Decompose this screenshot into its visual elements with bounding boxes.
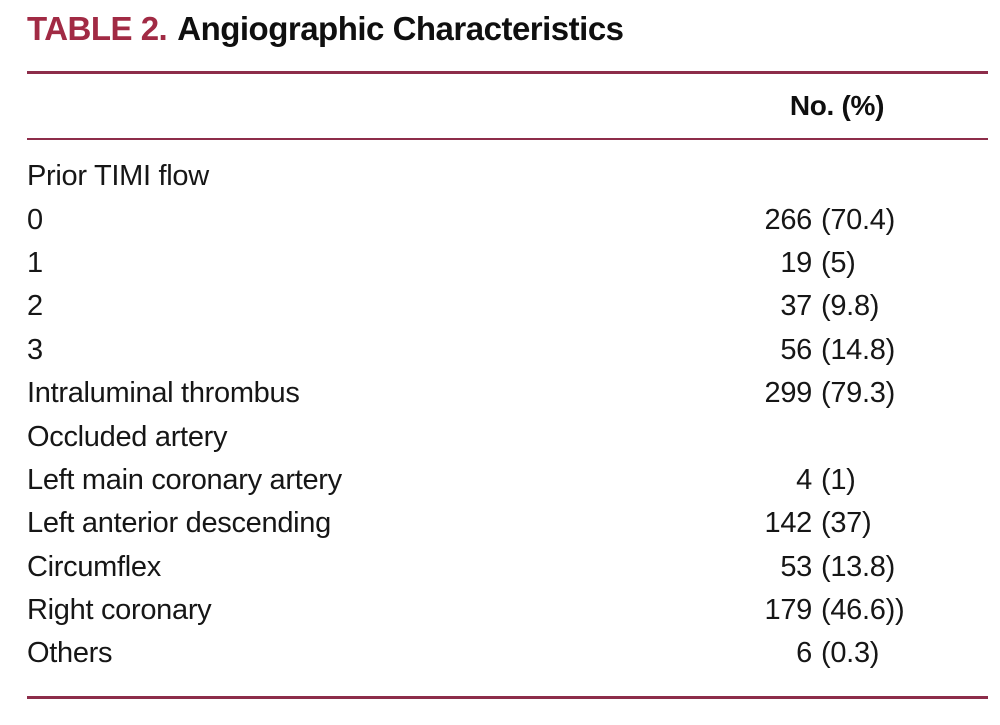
row-percentage: (9.8) <box>821 290 880 323</box>
row-percentage: (5) <box>821 246 856 279</box>
row-count: 19 <box>780 246 812 279</box>
row-count: 179 <box>764 594 813 627</box>
top-rule-divider <box>27 71 988 74</box>
row-value: 266 (70.4) <box>722 204 952 237</box>
row-percentage: (79.3) <box>821 377 895 410</box>
row-value: 56 (14.8) <box>722 334 952 367</box>
row-label: Circumflex <box>27 550 161 583</box>
row-percentage: (37) <box>821 507 872 540</box>
table-row: 2 37 (9.8) <box>27 285 952 328</box>
row-label: Right coronary <box>27 594 212 627</box>
row-value: 6 (0.3) <box>722 637 952 670</box>
row-count: 56 <box>780 333 812 366</box>
table-row: 3 56 (14.8) <box>27 329 952 372</box>
table-header-row: No. (%) <box>27 74 952 138</box>
row-count: 6 <box>796 637 812 670</box>
table-row: 1 19 (5) <box>27 242 952 285</box>
table-sheet: TABLE 2. Angiographic Characteristics No.… <box>0 8 1000 699</box>
row-count: 37 <box>780 290 812 323</box>
table-row: Others 6 (0.3) <box>27 632 952 675</box>
row-label: 1 <box>27 246 43 279</box>
header-rule-divider <box>27 138 988 140</box>
row-value: 37 (9.8) <box>722 290 952 323</box>
table-row: Right coronary 179 (46.6)) <box>27 589 952 632</box>
row-value: 4 (1) <box>722 464 952 497</box>
row-value: 142 (37) <box>722 507 952 540</box>
row-label: Left main coronary artery <box>27 463 342 496</box>
row-count: 299 <box>764 377 813 410</box>
row-percentage: (46.6)) <box>821 594 905 627</box>
row-value: 179 (46.6)) <box>722 594 952 627</box>
bottom-rule-divider <box>27 695 988 699</box>
table-row: Left main coronary artery 4 (1) <box>27 459 952 502</box>
row-label: 2 <box>27 290 43 323</box>
row-value: 19 (5) <box>722 247 952 280</box>
row-count: 142 <box>764 507 813 540</box>
column-header-no-pct: No. (%) <box>789 90 885 121</box>
row-count: 4 <box>796 463 812 496</box>
table-row: Circumflex 53 (13.8) <box>27 546 952 589</box>
table-row: 0 266 (70.4) <box>27 198 952 241</box>
row-label: Intraluminal thrombus <box>27 377 300 410</box>
row-count: 53 <box>780 550 812 583</box>
table-body: Prior TIMI flow 0 266 (70.4) 1 19 (5) 2 … <box>27 140 952 676</box>
row-percentage: (0.3) <box>821 637 880 670</box>
table-title-text: Angiographic Characteristics <box>177 10 624 47</box>
table-row: Prior TIMI flow <box>27 155 952 198</box>
row-label: 0 <box>27 203 43 236</box>
row-value: 299 (79.3) <box>722 377 952 410</box>
row-percentage: (1) <box>821 463 856 496</box>
row-percentage: (13.8) <box>821 550 895 583</box>
row-count: 266 <box>764 203 813 236</box>
table-row: Occluded artery <box>27 415 952 458</box>
row-label: 3 <box>27 333 43 366</box>
row-label: Occluded artery <box>27 420 228 453</box>
row-label: Others <box>27 637 113 670</box>
table-number-label: TABLE 2. <box>27 10 168 47</box>
table-title: TABLE 2. Angiographic Characteristics <box>27 8 1000 50</box>
row-percentage: (70.4) <box>821 203 895 236</box>
table-row: Left anterior descending 142 (37) <box>27 502 952 545</box>
row-label: Prior TIMI flow <box>27 160 209 193</box>
row-value: 53 (13.8) <box>722 551 952 584</box>
table-row: Intraluminal thrombus 299 (79.3) <box>27 372 952 415</box>
table-content: No. (%) <box>27 74 952 138</box>
row-label: Left anterior descending <box>27 507 331 540</box>
row-percentage: (14.8) <box>821 333 895 366</box>
